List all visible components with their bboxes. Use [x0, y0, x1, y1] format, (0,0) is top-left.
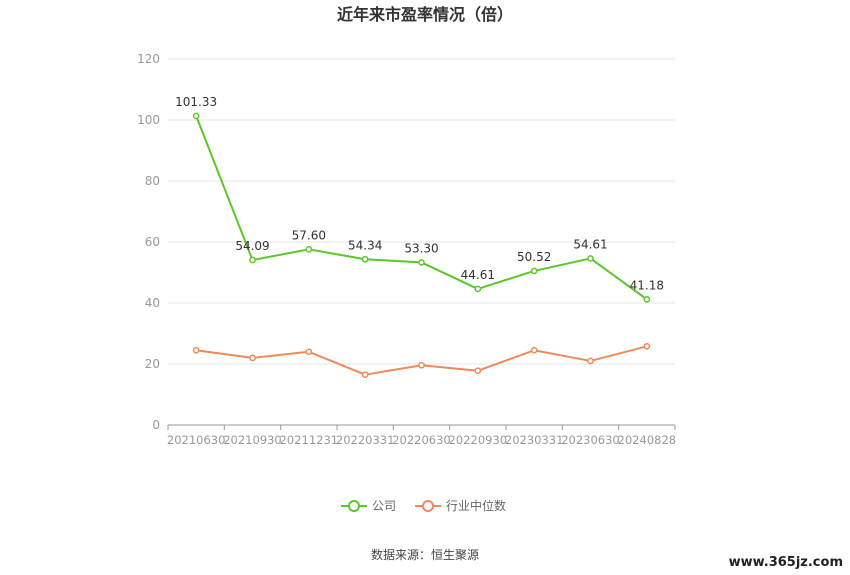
y-tick-label: 40: [145, 296, 160, 310]
data-point[interactable]: [587, 255, 594, 262]
y-tick-label: 120: [137, 52, 160, 66]
data-point[interactable]: [587, 357, 594, 365]
y-tick-label: 20: [145, 357, 160, 371]
series-行业中位数: [192, 342, 651, 379]
data-point[interactable]: [305, 245, 313, 253]
watermark: www.365jz.com: [729, 555, 843, 570]
data-label: 41.18: [630, 278, 664, 292]
data-point[interactable]: [192, 346, 200, 354]
data-label: 54.61: [573, 237, 607, 251]
data-label: 101.33: [175, 95, 217, 109]
series-layer: 101.33 54.09 57.60 54.34 53.30 44.61 50.52 54.6…: [175, 95, 664, 379]
y-axis: 0 20 40 60 80 100 120: [137, 52, 160, 432]
legend-item-行业中位数[interactable]: 行业中位数: [415, 498, 506, 513]
legend-label: 行业中位数: [446, 498, 506, 513]
y-tick-label: 100: [137, 113, 160, 127]
data-label: 54.34: [348, 238, 382, 252]
data-point[interactable]: [361, 255, 369, 263]
x-tick-label: 20220630: [392, 433, 451, 447]
series-公司: 101.33 54.09 57.60 54.34 53.30 44.61 50.52 54.6…: [175, 95, 664, 303]
data-label: 54.09: [235, 239, 269, 253]
data-point[interactable]: [474, 285, 482, 293]
legend-item-公司[interactable]: 公司: [341, 499, 396, 513]
series-line: [195, 115, 648, 301]
x-tick-label: 20211231: [280, 433, 339, 447]
x-tick-label: 20210630: [167, 433, 226, 447]
data-point[interactable]: [643, 342, 651, 350]
data-point[interactable]: [249, 256, 256, 264]
x-tick-label: 20240828: [618, 433, 677, 447]
legend-marker-icon: [348, 500, 360, 512]
data-point[interactable]: [418, 361, 425, 369]
data-label: 53.30: [404, 241, 438, 255]
y-tick-label: 0: [152, 418, 160, 432]
x-tick-label: 20210930: [223, 433, 282, 447]
series-line: [196, 345, 648, 376]
data-point[interactable]: [643, 296, 651, 303]
x-tick-label: 20230331: [505, 433, 564, 447]
data-label: 44.61: [461, 268, 495, 282]
y-tick-label: 60: [145, 235, 160, 249]
x-tick-label: 20220331: [336, 433, 395, 447]
data-point[interactable]: [249, 354, 256, 362]
x-tick-label: 20220930: [449, 433, 508, 447]
chart-title: 近年来市盈率情况（倍）: [337, 5, 513, 24]
data-label: 50.52: [517, 250, 551, 264]
data-point[interactable]: [474, 367, 482, 375]
x-axis: 2021063020210930202112312022033120220630…: [167, 424, 677, 447]
legend[interactable]: 公司 行业中位数: [341, 498, 506, 513]
data-point[interactable]: [305, 348, 313, 356]
data-label: 57.60: [292, 228, 326, 242]
data-source: 数据来源：恒生聚源: [371, 547, 479, 562]
x-tick-label: 20230630: [561, 433, 620, 447]
data-point[interactable]: [192, 112, 200, 120]
data-point[interactable]: [530, 267, 538, 275]
grid-lines: [168, 58, 675, 365]
legend-marker-icon: [422, 500, 434, 512]
data-point[interactable]: [418, 259, 425, 266]
data-point[interactable]: [361, 371, 369, 379]
data-point[interactable]: [530, 346, 538, 354]
y-tick-label: 80: [145, 174, 160, 188]
legend-label: 公司: [372, 499, 396, 513]
